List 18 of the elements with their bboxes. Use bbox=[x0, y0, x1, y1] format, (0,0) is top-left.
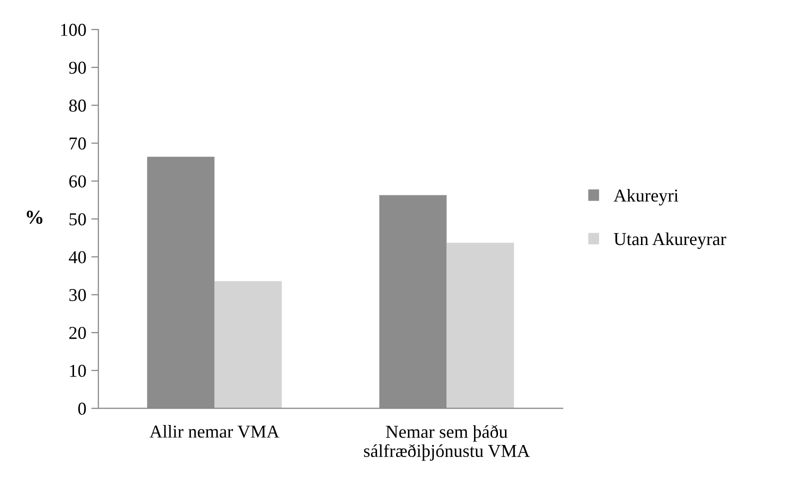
y-axis-title: % bbox=[26, 210, 42, 224]
y-tick-label: 80 bbox=[69, 100, 86, 112]
y-tick-label: 50 bbox=[70, 213, 86, 226]
y-tick-label: 20 bbox=[69, 326, 86, 340]
y-tick-label: 10 bbox=[70, 364, 86, 377]
y-tick-label: 90 bbox=[69, 62, 86, 74]
y-tick-label: 0 bbox=[78, 402, 86, 415]
y-tick-label: 60 bbox=[69, 175, 86, 188]
legend-label: Utan Akureyrar bbox=[614, 232, 726, 249]
y-tick-label: 40 bbox=[68, 251, 86, 264]
y-tick-label: 30 bbox=[69, 288, 86, 302]
legend-label: Akureyri bbox=[614, 188, 678, 206]
y-tick-label: 70 bbox=[70, 137, 86, 150]
x-tick-label: Allir nemar VMA bbox=[150, 425, 280, 438]
x-tick-label: Nemar sem þáðu sálfræðiþjónustu VMA bbox=[364, 425, 530, 461]
y-tick-label: 100 bbox=[61, 24, 86, 36]
bar bbox=[446, 242, 514, 408]
bar bbox=[214, 281, 282, 408]
